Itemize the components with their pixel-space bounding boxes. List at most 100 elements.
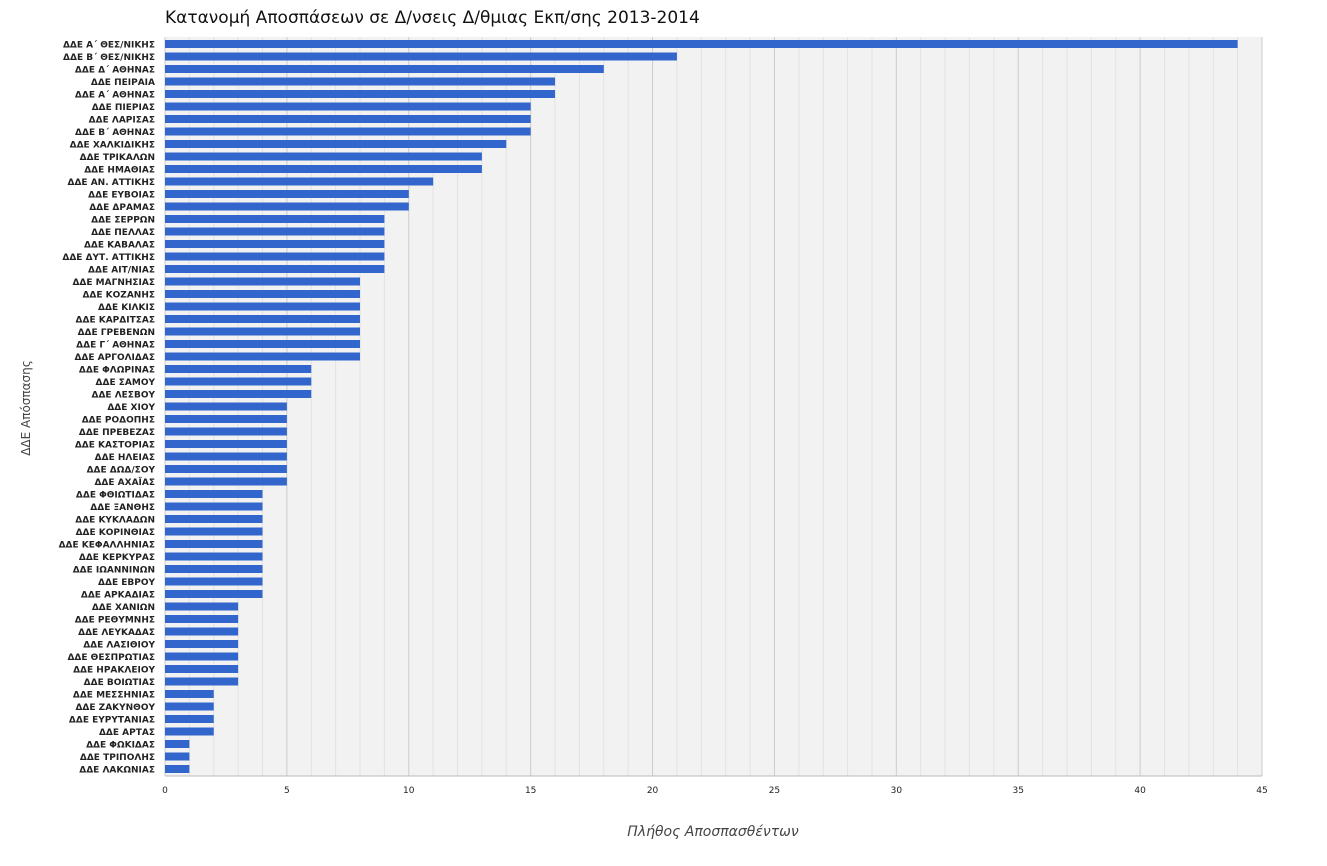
bar — [165, 402, 287, 411]
bar — [165, 365, 312, 373]
category-label: ΔΔΕ ΚΥΚΛΑΔΩΝ — [75, 516, 155, 526]
category-label: ΔΔΕ ΑΙΤ/ΝΙΑΣ — [88, 266, 155, 276]
category-label: ΔΔΕ ΚΙΛΚΙΣ — [98, 303, 155, 313]
x-tick-label: 35 — [1012, 786, 1023, 796]
category-label: ΔΔΕ ΚΕΦΑΛΛΗΝΙΑΣ — [59, 541, 155, 551]
category-label: ΔΔΕ ΚΑΡΔΙΤΣΑΣ — [76, 316, 155, 326]
category-label: ΔΔΕ ΡΕΘΥΜΝΗΣ — [75, 616, 155, 626]
bar — [165, 427, 287, 436]
category-label: ΔΔΕ ΤΡΙΠΟΛΗΣ — [80, 753, 155, 763]
bar — [165, 515, 263, 523]
x-tick-label: 25 — [769, 786, 780, 796]
category-label: ΔΔΕ ΔΡΑΜΑΣ — [89, 203, 155, 213]
bars — [165, 40, 1238, 773]
category-label: ΔΔΕ ΔΩΔ/ΣΟΥ — [87, 466, 156, 476]
category-label: ΔΔΕ ΕΥΒΟΙΑΣ — [88, 191, 155, 201]
category-label: ΔΔΕ Δ΄ ΑΘΗΝΑΣ — [75, 65, 155, 76]
bar — [165, 765, 190, 773]
bar — [165, 315, 361, 323]
bar — [165, 602, 239, 611]
bar — [165, 90, 556, 98]
category-label: ΔΔΕ ΜΑΓΝΗΣΙΑΣ — [72, 278, 155, 288]
bar — [165, 752, 190, 761]
y-axis-title: ΔΔΕ Απόσπασης — [19, 360, 33, 456]
bar — [165, 640, 239, 648]
category-label: ΔΔΕ Β΄ ΘΕΣ/ΝΙΚΗΣ — [63, 52, 155, 63]
category-label: ΔΔΕ ΓΡΕΒΕΝΩΝ — [78, 328, 155, 338]
bar — [165, 52, 677, 61]
bar — [165, 140, 507, 148]
category-label: ΔΔΕ ΔΥΤ. ΑΤΤΙΚΗΣ — [62, 253, 155, 263]
x-tick-labels: 0 5 10 15 20 25 30 35 40 45 — [162, 786, 1268, 796]
category-label: ΔΔΕ ΗΜΑΘΙΑΣ — [84, 166, 155, 176]
bar — [165, 190, 409, 198]
category-label: ΔΔΕ ΧΑΛΚΙΔΙΚΗΣ — [70, 141, 155, 151]
bar — [165, 277, 361, 286]
category-label: ΔΔΕ ΗΛΕΙΑΣ — [95, 453, 155, 463]
category-label: ΔΔΕ ΦΩΚΙΔΑΣ — [86, 741, 155, 751]
bar — [165, 727, 214, 736]
category-label: ΔΔΕ ΑΡΚΑΔΙΑΣ — [81, 591, 155, 601]
category-label: ΔΔΕ ΞΑΝΘΗΣ — [90, 503, 155, 513]
x-tick-label: 0 — [162, 786, 168, 796]
category-label: ΔΔΕ ΦΘΙΩΤΙΔΑΣ — [76, 491, 155, 501]
bar — [165, 502, 263, 511]
bar — [165, 77, 556, 86]
bar — [165, 102, 531, 111]
bar — [165, 490, 263, 498]
bar — [165, 627, 239, 636]
category-label: ΔΔΕ ΑΝ. ΑΤΤΙΚΗΣ — [67, 178, 155, 188]
bar — [165, 152, 482, 161]
bar — [165, 465, 287, 473]
category-label: ΔΔΕ ΖΑΚΥΝΘΟΥ — [75, 703, 155, 713]
x-tick-label: 45 — [1256, 786, 1267, 796]
bar — [165, 215, 385, 223]
bar — [165, 290, 361, 298]
bar — [165, 527, 263, 536]
category-label: ΔΔΕ ΙΩΑΝΝΙΝΩΝ — [73, 566, 155, 576]
bar — [165, 302, 361, 311]
bar — [165, 615, 239, 623]
bar — [165, 590, 263, 598]
category-label: ΔΔΕ ΚΑΣΤΟΡΙΑΣ — [75, 441, 155, 451]
category-label: ΔΔΕ ΚΟΖΑΝΗΣ — [82, 291, 155, 301]
category-label: ΔΔΕ ΕΒΡΟΥ — [98, 578, 155, 588]
bar — [165, 227, 385, 236]
bar — [165, 565, 263, 573]
x-tick-label: 15 — [525, 786, 536, 796]
chart-title: Κατανομή Αποσπάσεων σε Δ/νσεις Δ/θμιας Ε… — [165, 8, 700, 28]
category-label: ΔΔΕ ΑΧΑΪΑΣ — [94, 477, 155, 488]
x-tick-label: 20 — [647, 786, 659, 796]
x-tick-label: 40 — [1134, 786, 1146, 796]
bar — [165, 690, 214, 698]
bar — [165, 702, 214, 711]
bar — [165, 252, 385, 261]
category-label: ΔΔΕ ΕΥΡΥΤΑΝΙΑΣ — [69, 716, 155, 726]
bar — [165, 540, 263, 548]
bar — [165, 440, 287, 448]
bar — [165, 327, 361, 336]
category-label: ΔΔΕ ΤΡΙΚΑΛΩΝ — [80, 153, 155, 163]
category-label: ΔΔΕ ΠΡΕΒΕΖΑΣ — [79, 428, 155, 438]
x-axis-title: Πλήθος Αποσπασθέντων — [627, 824, 799, 840]
bar — [165, 377, 312, 386]
bar — [165, 115, 531, 123]
bar — [165, 340, 361, 348]
category-label: ΔΔΕ ΑΡΓΟΛΙΔΑΣ — [74, 353, 155, 363]
category-label: ΔΔΕ ΡΟΔΟΠΗΣ — [82, 416, 155, 426]
bar — [165, 740, 190, 748]
category-label: ΔΔΕ ΛΕΣΒΟΥ — [91, 391, 155, 401]
bar — [165, 452, 287, 461]
category-label: ΔΔΕ ΑΡΤΑΣ — [99, 728, 155, 738]
category-label: ΔΔΕ ΠΙΕΡΙΑΣ — [92, 103, 155, 113]
category-label: ΔΔΕ ΒΟΙΩΤΙΑΣ — [84, 678, 155, 688]
category-label: ΔΔΕ ΜΕΣΣΗΝΙΑΣ — [73, 691, 155, 701]
bar — [165, 415, 287, 423]
bar — [165, 715, 214, 723]
bar — [165, 127, 531, 136]
category-label: ΔΔΕ ΧΑΝΙΩΝ — [92, 603, 155, 613]
bar — [165, 390, 312, 398]
bar — [165, 552, 263, 561]
x-tick-label: 10 — [403, 786, 415, 796]
